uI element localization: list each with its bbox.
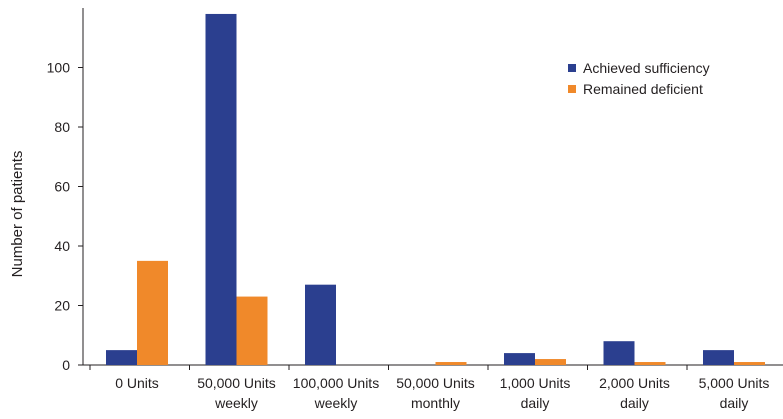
- y-tick-label: 20: [54, 298, 70, 314]
- bar-remained-deficient: [634, 362, 666, 365]
- x-category-label: 2,000 Units: [599, 375, 670, 391]
- x-category-label: 5,000 Units: [699, 375, 770, 391]
- x-category-label: 1,000 Units: [500, 375, 571, 391]
- x-axis-labels: 0 Units 50,000 Units weekly 100,000 Units we…: [115, 375, 769, 411]
- bar-remained-deficient: [435, 362, 467, 365]
- y-tick-label: 0: [62, 357, 70, 373]
- y-tick-label: 100: [47, 60, 71, 76]
- x-category-label: daily: [620, 395, 649, 411]
- legend: Achieved sufficiency Remained deficient: [568, 60, 710, 97]
- bar-achieved-sufficiency: [106, 350, 137, 365]
- bar-achieved-sufficiency: [703, 350, 734, 365]
- bar-achieved-sufficiency: [603, 341, 635, 365]
- y-axis-title: Number of patients: [9, 151, 26, 278]
- x-category-label: 0 Units: [115, 375, 159, 391]
- x-category-label: 100,000 Units: [293, 375, 379, 391]
- y-axis-ticks: 0 20 40 60 80 100: [47, 60, 688, 373]
- legend-swatch: [568, 85, 576, 93]
- bar-remained-deficient: [137, 260, 168, 365]
- legend-label: Achieved sufficiency: [583, 60, 710, 76]
- legend-swatch: [568, 64, 576, 72]
- x-category-label: weekly: [314, 395, 358, 411]
- bar-achieved-sufficiency: [504, 353, 535, 365]
- bar-remained-deficient: [535, 359, 566, 365]
- y-tick-label: 40: [54, 238, 70, 254]
- bar-remained-deficient: [236, 296, 268, 365]
- x-category-label: weekly: [214, 395, 258, 411]
- bar-remained-deficient: [734, 362, 765, 365]
- x-category-label: daily: [521, 395, 550, 411]
- x-category-label: 50,000 Units: [396, 375, 475, 391]
- legend-label: Remained deficient: [583, 81, 703, 97]
- x-category-label: daily: [720, 395, 749, 411]
- bar-achieved-sufficiency: [305, 284, 336, 365]
- y-tick-label: 80: [54, 119, 70, 135]
- y-tick-label: 60: [54, 179, 70, 195]
- x-category-label: 50,000 Units: [197, 375, 276, 391]
- bar-achieved-sufficiency: [205, 13, 237, 365]
- x-category-label: monthly: [411, 395, 460, 411]
- bars: [106, 13, 765, 365]
